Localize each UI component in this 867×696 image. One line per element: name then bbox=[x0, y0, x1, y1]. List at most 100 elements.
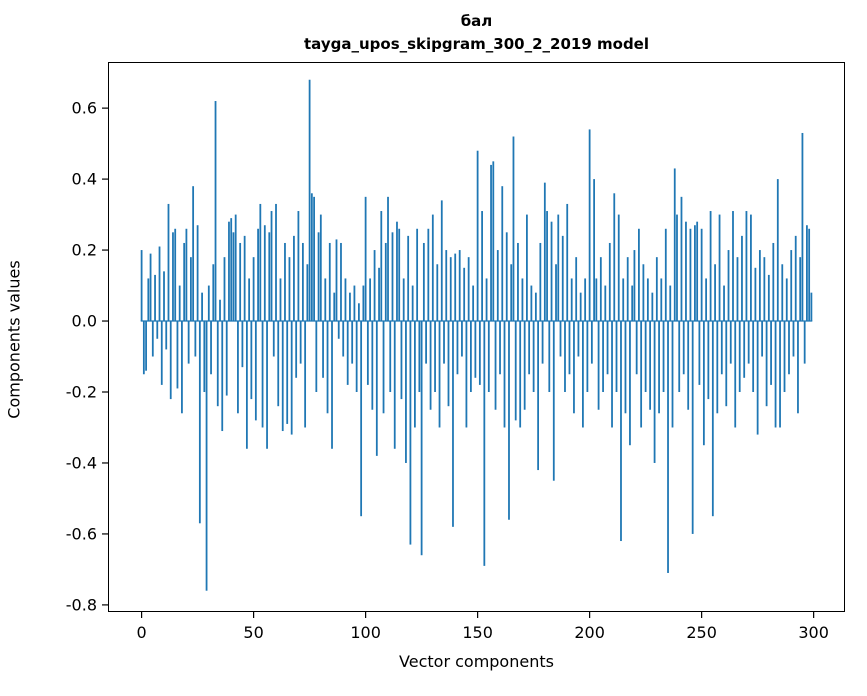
bar bbox=[290, 321, 293, 435]
bar bbox=[597, 321, 600, 410]
bar bbox=[308, 79, 311, 322]
bar bbox=[517, 242, 519, 322]
bar bbox=[586, 321, 589, 392]
bar bbox=[277, 321, 280, 407]
bar bbox=[223, 257, 226, 322]
y-tick-label: -0.2 bbox=[66, 383, 97, 402]
bar bbox=[629, 321, 631, 446]
bar bbox=[720, 321, 723, 375]
bar bbox=[216, 321, 219, 407]
bar bbox=[622, 278, 625, 322]
bar bbox=[635, 321, 638, 375]
bar bbox=[776, 179, 779, 322]
bar bbox=[599, 257, 602, 322]
bar bbox=[458, 250, 461, 322]
bar bbox=[445, 250, 448, 322]
bar bbox=[174, 228, 177, 322]
bar bbox=[546, 211, 548, 322]
x-tick-label: 50 bbox=[243, 623, 263, 642]
bar bbox=[752, 321, 755, 392]
bar bbox=[714, 264, 716, 322]
bar bbox=[420, 321, 423, 556]
bar bbox=[595, 278, 598, 322]
bar bbox=[631, 285, 634, 322]
bar bbox=[485, 278, 488, 322]
bar bbox=[664, 228, 667, 322]
bar bbox=[685, 221, 687, 322]
bar bbox=[248, 278, 251, 322]
bar bbox=[620, 321, 622, 542]
bar bbox=[732, 211, 734, 322]
bar bbox=[232, 232, 235, 322]
bar bbox=[205, 321, 208, 591]
bar bbox=[335, 239, 338, 322]
bar bbox=[765, 321, 768, 407]
bar bbox=[738, 321, 741, 392]
bar bbox=[761, 321, 764, 357]
bar bbox=[270, 211, 273, 322]
y-tick-label: 0.0 bbox=[72, 312, 97, 331]
bar bbox=[165, 321, 168, 350]
bar bbox=[145, 321, 147, 371]
bar bbox=[676, 214, 678, 322]
bar bbox=[281, 321, 284, 432]
bar bbox=[501, 186, 504, 322]
x-tick-label: 200 bbox=[574, 623, 605, 642]
bar bbox=[566, 203, 569, 322]
y-tick-label: -0.8 bbox=[66, 595, 97, 614]
bar bbox=[194, 321, 197, 357]
bar bbox=[570, 278, 573, 322]
bar bbox=[718, 214, 721, 322]
bar bbox=[456, 321, 459, 375]
bar bbox=[414, 321, 416, 428]
bar bbox=[228, 221, 230, 322]
bar bbox=[779, 321, 781, 428]
bar bbox=[362, 285, 365, 322]
bar bbox=[301, 242, 304, 322]
bar bbox=[160, 321, 163, 385]
bar bbox=[532, 321, 535, 392]
bar bbox=[210, 321, 212, 375]
y-tick-label: 0.2 bbox=[72, 241, 97, 260]
bar bbox=[221, 321, 224, 432]
bar bbox=[700, 228, 703, 322]
bar bbox=[568, 321, 571, 375]
bar bbox=[219, 299, 221, 322]
bar bbox=[667, 321, 669, 573]
bar bbox=[169, 321, 172, 400]
bar bbox=[702, 321, 705, 446]
bar bbox=[725, 321, 728, 407]
bar bbox=[268, 232, 271, 322]
bar bbox=[514, 321, 517, 421]
bar bbox=[790, 250, 793, 322]
bar bbox=[559, 321, 562, 357]
bar bbox=[402, 278, 405, 322]
bar bbox=[425, 321, 427, 364]
bar bbox=[434, 321, 436, 392]
x-axis-label: Vector components bbox=[399, 652, 554, 671]
bar bbox=[288, 257, 291, 322]
bar bbox=[478, 321, 481, 385]
bar bbox=[306, 264, 309, 322]
bar bbox=[496, 250, 499, 322]
bar bbox=[810, 292, 813, 322]
bar bbox=[662, 321, 665, 392]
bar bbox=[358, 303, 360, 322]
y-tick-label: -0.4 bbox=[66, 453, 97, 472]
bar bbox=[678, 321, 681, 392]
bar bbox=[756, 321, 759, 435]
bar bbox=[747, 321, 750, 364]
bar bbox=[801, 132, 804, 322]
bar bbox=[694, 225, 696, 322]
bar bbox=[310, 193, 313, 322]
bar bbox=[189, 257, 192, 322]
bar bbox=[649, 321, 651, 410]
bar bbox=[508, 321, 510, 520]
bar bbox=[364, 196, 367, 322]
bar bbox=[750, 214, 752, 322]
bar bbox=[490, 164, 492, 322]
bar bbox=[295, 321, 298, 378]
bar bbox=[785, 278, 788, 322]
